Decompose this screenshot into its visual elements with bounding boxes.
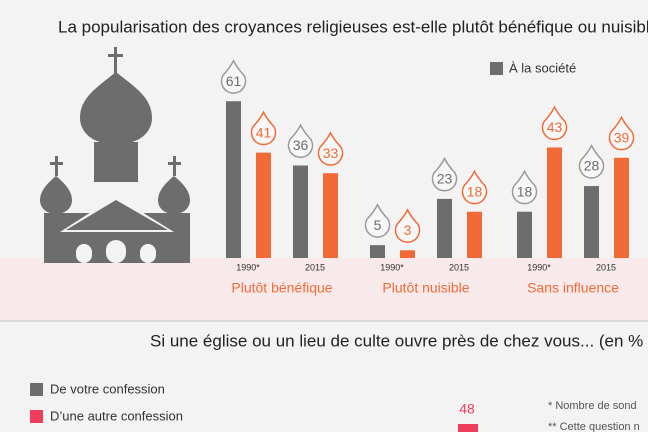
chart-title: Si une église ou un lieu de culte ouvre … [150,331,643,350]
legend-swatch [30,383,43,396]
footnote: ** Cette question n [548,421,640,432]
period-label: 1990* [527,262,551,272]
bar [437,198,452,258]
period-label: 2015 [305,262,325,272]
drop [461,169,488,205]
bar [584,186,599,258]
value-label: 18 [467,183,483,199]
drop [364,203,391,238]
bar [293,165,308,258]
legend-swatch [30,410,43,423]
bar [517,211,532,258]
value-label: 3 [404,222,412,238]
group-label: Plutôt nuisible [382,280,469,296]
bar [226,101,241,258]
group-label: Sans influence [527,280,619,296]
drop [220,59,247,94]
group-label: Plutôt bénéfique [231,280,332,296]
period-label: 2015 [596,262,616,272]
drop [541,105,568,141]
value-label: 28 [584,158,600,174]
bar [467,211,482,258]
drop [511,169,538,205]
legend-label: De votre confession [50,381,165,396]
period-label: 1990* [236,262,260,272]
drop [608,115,635,151]
legend-label: D’une autre confession [50,408,183,423]
bar [256,152,271,258]
drop [317,131,344,166]
church-icon [40,47,190,263]
label-band [0,258,648,320]
bar [614,157,629,258]
bar [370,245,385,258]
value-label: 61 [226,73,242,89]
drop [431,156,458,192]
value-label: 48 [459,401,475,417]
value-label: 36 [293,137,309,153]
value-label: 23 [437,171,453,187]
period-label: 2015 [449,262,469,272]
value-label: 41 [256,124,272,140]
value-label: 18 [517,183,533,199]
drop [287,123,314,159]
bar [323,173,338,258]
value-label: 39 [614,129,630,145]
value-label: 33 [323,145,339,161]
drop [250,110,277,146]
legend-swatch [490,62,503,75]
value-label: 43 [547,119,563,135]
chart-title: La popularisation des croyances religieu… [58,17,648,36]
footnote: * Nombre de sond [548,400,637,412]
drop [394,208,421,243]
legend-label: À la société [509,60,576,75]
bar [458,424,478,432]
bar [547,147,562,258]
period-label: 1990* [380,262,404,272]
bar [400,250,415,258]
value-label: 5 [374,217,382,233]
drop [578,143,605,179]
